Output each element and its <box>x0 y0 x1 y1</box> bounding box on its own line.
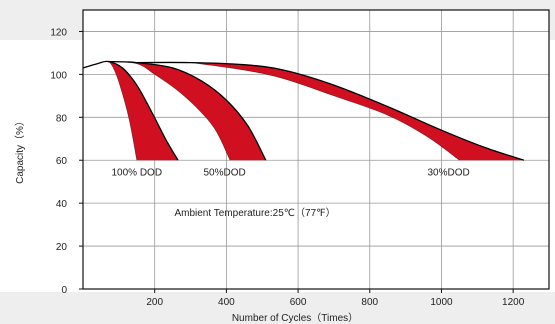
axis-ticks: 0 20 40 60 80 100 120 200 400 600 800 1000 1200 <box>50 27 524 308</box>
annotation-30-dod: 30%DOD <box>428 167 470 178</box>
curve-lower-50-dod <box>108 61 231 161</box>
annotation-ambient-temperature-25-77: Ambient Temperature:25℃（77℉） <box>174 207 335 219</box>
y-tick-label-40: 40 <box>56 199 68 210</box>
dod-curves <box>82 60 525 161</box>
curve-upper-30-dod <box>136 61 525 161</box>
annotation-50-dod: 50%DOD <box>203 167 245 178</box>
annotations: 100% DOD 50%DOD 30%DOD Ambient Temperature:… <box>111 167 469 219</box>
plot-frame <box>82 9 550 290</box>
x-tick-label-600: 600 <box>290 297 307 308</box>
x-tick-label-1000: 1000 <box>430 297 453 308</box>
annotation-100-dod: 100% DOD <box>111 167 162 178</box>
fill-30-dod <box>136 62 524 161</box>
curve-lower-100-dod <box>82 60 138 161</box>
bottom-band <box>0 292 555 324</box>
y-tick-label-60: 60 <box>56 156 68 167</box>
x-axis-title: Number of Cycles（Times） <box>232 312 358 324</box>
x-tick-label-1200: 1200 <box>502 297 525 308</box>
y-tick-label-100: 100 <box>50 70 67 81</box>
curve-lower-30-dod <box>190 62 460 161</box>
dod-fills <box>83 61 524 161</box>
x-tick-label-200: 200 <box>146 297 163 308</box>
x-tick-label-400: 400 <box>218 297 235 308</box>
y-tick-label-80: 80 <box>56 113 68 124</box>
fill-100-dod <box>83 61 178 161</box>
fill-50-dod <box>108 61 266 161</box>
y-tick-label-20: 20 <box>56 242 68 253</box>
x-tick-label-800: 800 <box>361 297 378 308</box>
y-tick-label-0: 0 <box>61 285 67 296</box>
y-axis-title: Capacity（%） <box>14 116 26 184</box>
y-tick-label-120: 120 <box>50 27 67 38</box>
